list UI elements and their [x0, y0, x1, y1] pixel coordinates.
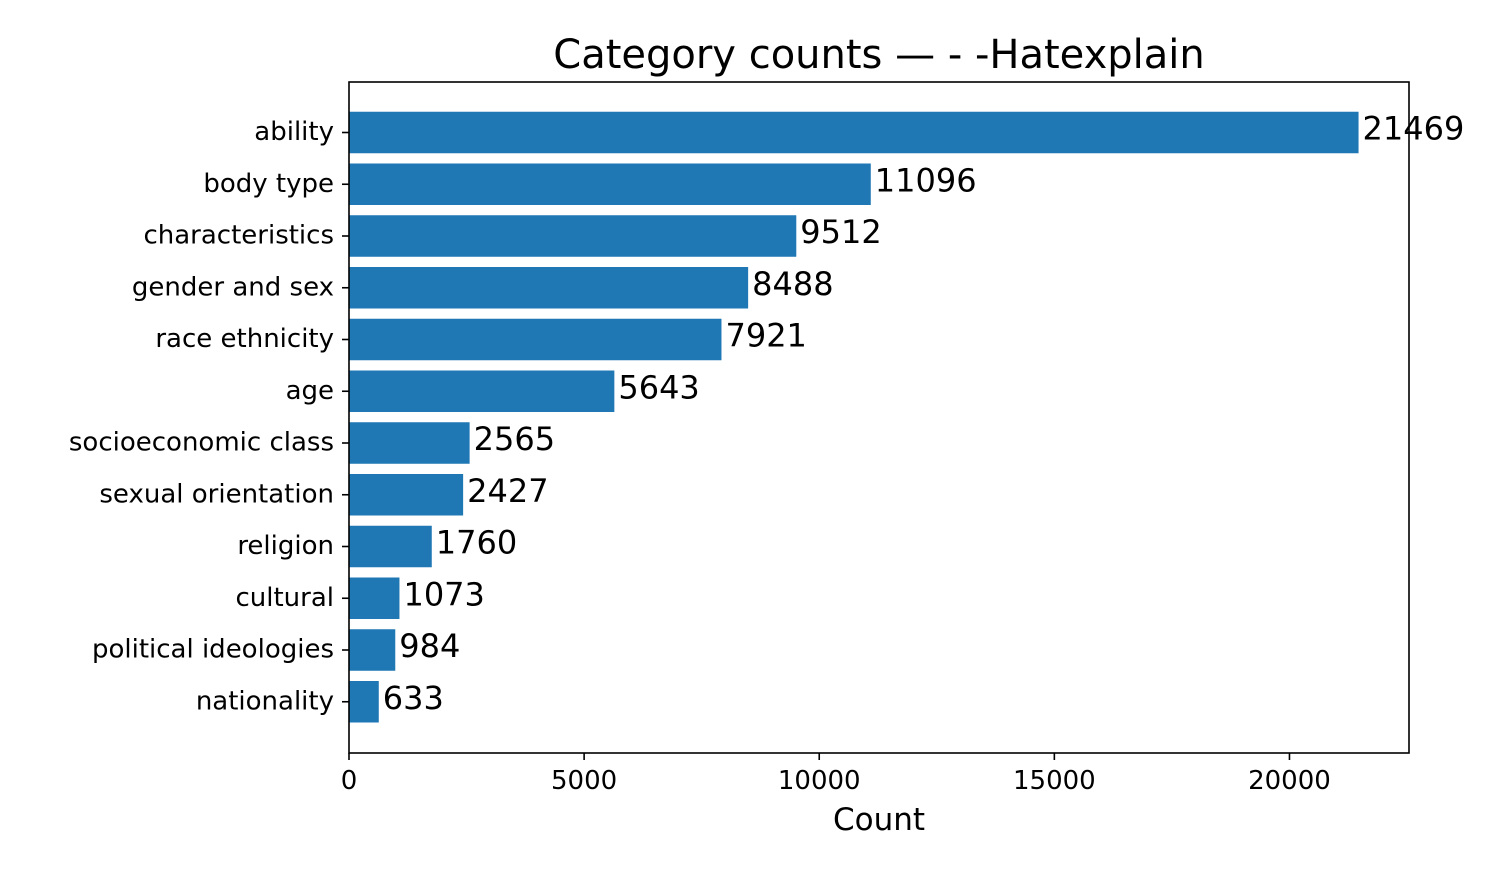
value-label-body-type: 11096: [875, 161, 977, 199]
value-label-sexual-orientation: 2427: [467, 472, 548, 510]
value-label-gender-and-sex: 8488: [752, 265, 833, 303]
y-tick-label-characteristics: characteristics: [143, 221, 334, 251]
y-tick-label-socioeconomic-class: socioeconomic class: [69, 428, 334, 458]
value-label-age: 5643: [618, 368, 699, 406]
y-tick-label-ability: ability: [254, 117, 334, 147]
bar-nationality: [349, 681, 379, 723]
value-label-nationality: 633: [383, 679, 444, 717]
y-axis-ticks: ability body type characteristics gender an…: [69, 117, 349, 716]
y-tick-label-cultural: cultural: [235, 583, 334, 613]
x-tick-label-20000: 20000: [1248, 766, 1331, 796]
y-tick-label-nationality: nationality: [196, 686, 334, 716]
value-label-religion: 1760: [436, 524, 517, 562]
bar-age: [349, 370, 615, 412]
y-tick-label-age: age: [286, 376, 334, 406]
x-tick-label-10000: 10000: [778, 766, 861, 796]
bars-group: [349, 111, 1359, 723]
value-label-characteristics: 9512: [800, 213, 881, 251]
x-tick-label-5000: 5000: [551, 766, 617, 796]
bar-body-type: [349, 163, 871, 205]
value-label-cultural: 1073: [403, 575, 484, 613]
y-tick-label-political-ideologies: political ideologies: [92, 635, 334, 665]
value-label-socioeconomic-class: 2565: [474, 420, 555, 458]
bar-political-ideologies: [349, 629, 396, 671]
x-axis-ticks: 0 5000 10000 15000 20000: [341, 753, 1331, 796]
y-tick-label-religion: religion: [237, 531, 334, 561]
y-tick-label-body-type: body type: [203, 169, 334, 199]
bar-race-ethnicity: [349, 318, 722, 361]
bar-socioeconomic-class: [349, 422, 470, 464]
x-axis-label: Count: [833, 802, 925, 838]
bar-religion: [349, 525, 432, 568]
chart-title: Category counts — - -Hatexplain: [553, 32, 1204, 78]
y-tick-label-race-ethnicity: race ethnicity: [155, 324, 334, 354]
x-tick-label-0: 0: [341, 766, 358, 796]
bar-cultural: [349, 577, 400, 619]
value-label-political-ideologies: 984: [399, 627, 460, 665]
y-tick-label-gender-and-sex: gender and sex: [132, 272, 334, 302]
bar-characteristics: [349, 215, 797, 257]
plot-frame: [348, 81, 1410, 754]
bar-gender-and-sex: [349, 267, 749, 309]
y-tick-label-sexual-orientation: sexual orientation: [99, 479, 334, 509]
value-label-race-ethnicity: 7921: [725, 317, 806, 355]
data-labels-group: 21469 11096 9512 8488 7921 5643 2565 2427 1760 10…: [383, 110, 1465, 717]
bar-sexual-orientation: [349, 474, 464, 516]
value-label-ability: 21469: [1363, 110, 1465, 148]
bar-ability: [349, 111, 1359, 154]
x-tick-label-15000: 15000: [1013, 766, 1096, 796]
